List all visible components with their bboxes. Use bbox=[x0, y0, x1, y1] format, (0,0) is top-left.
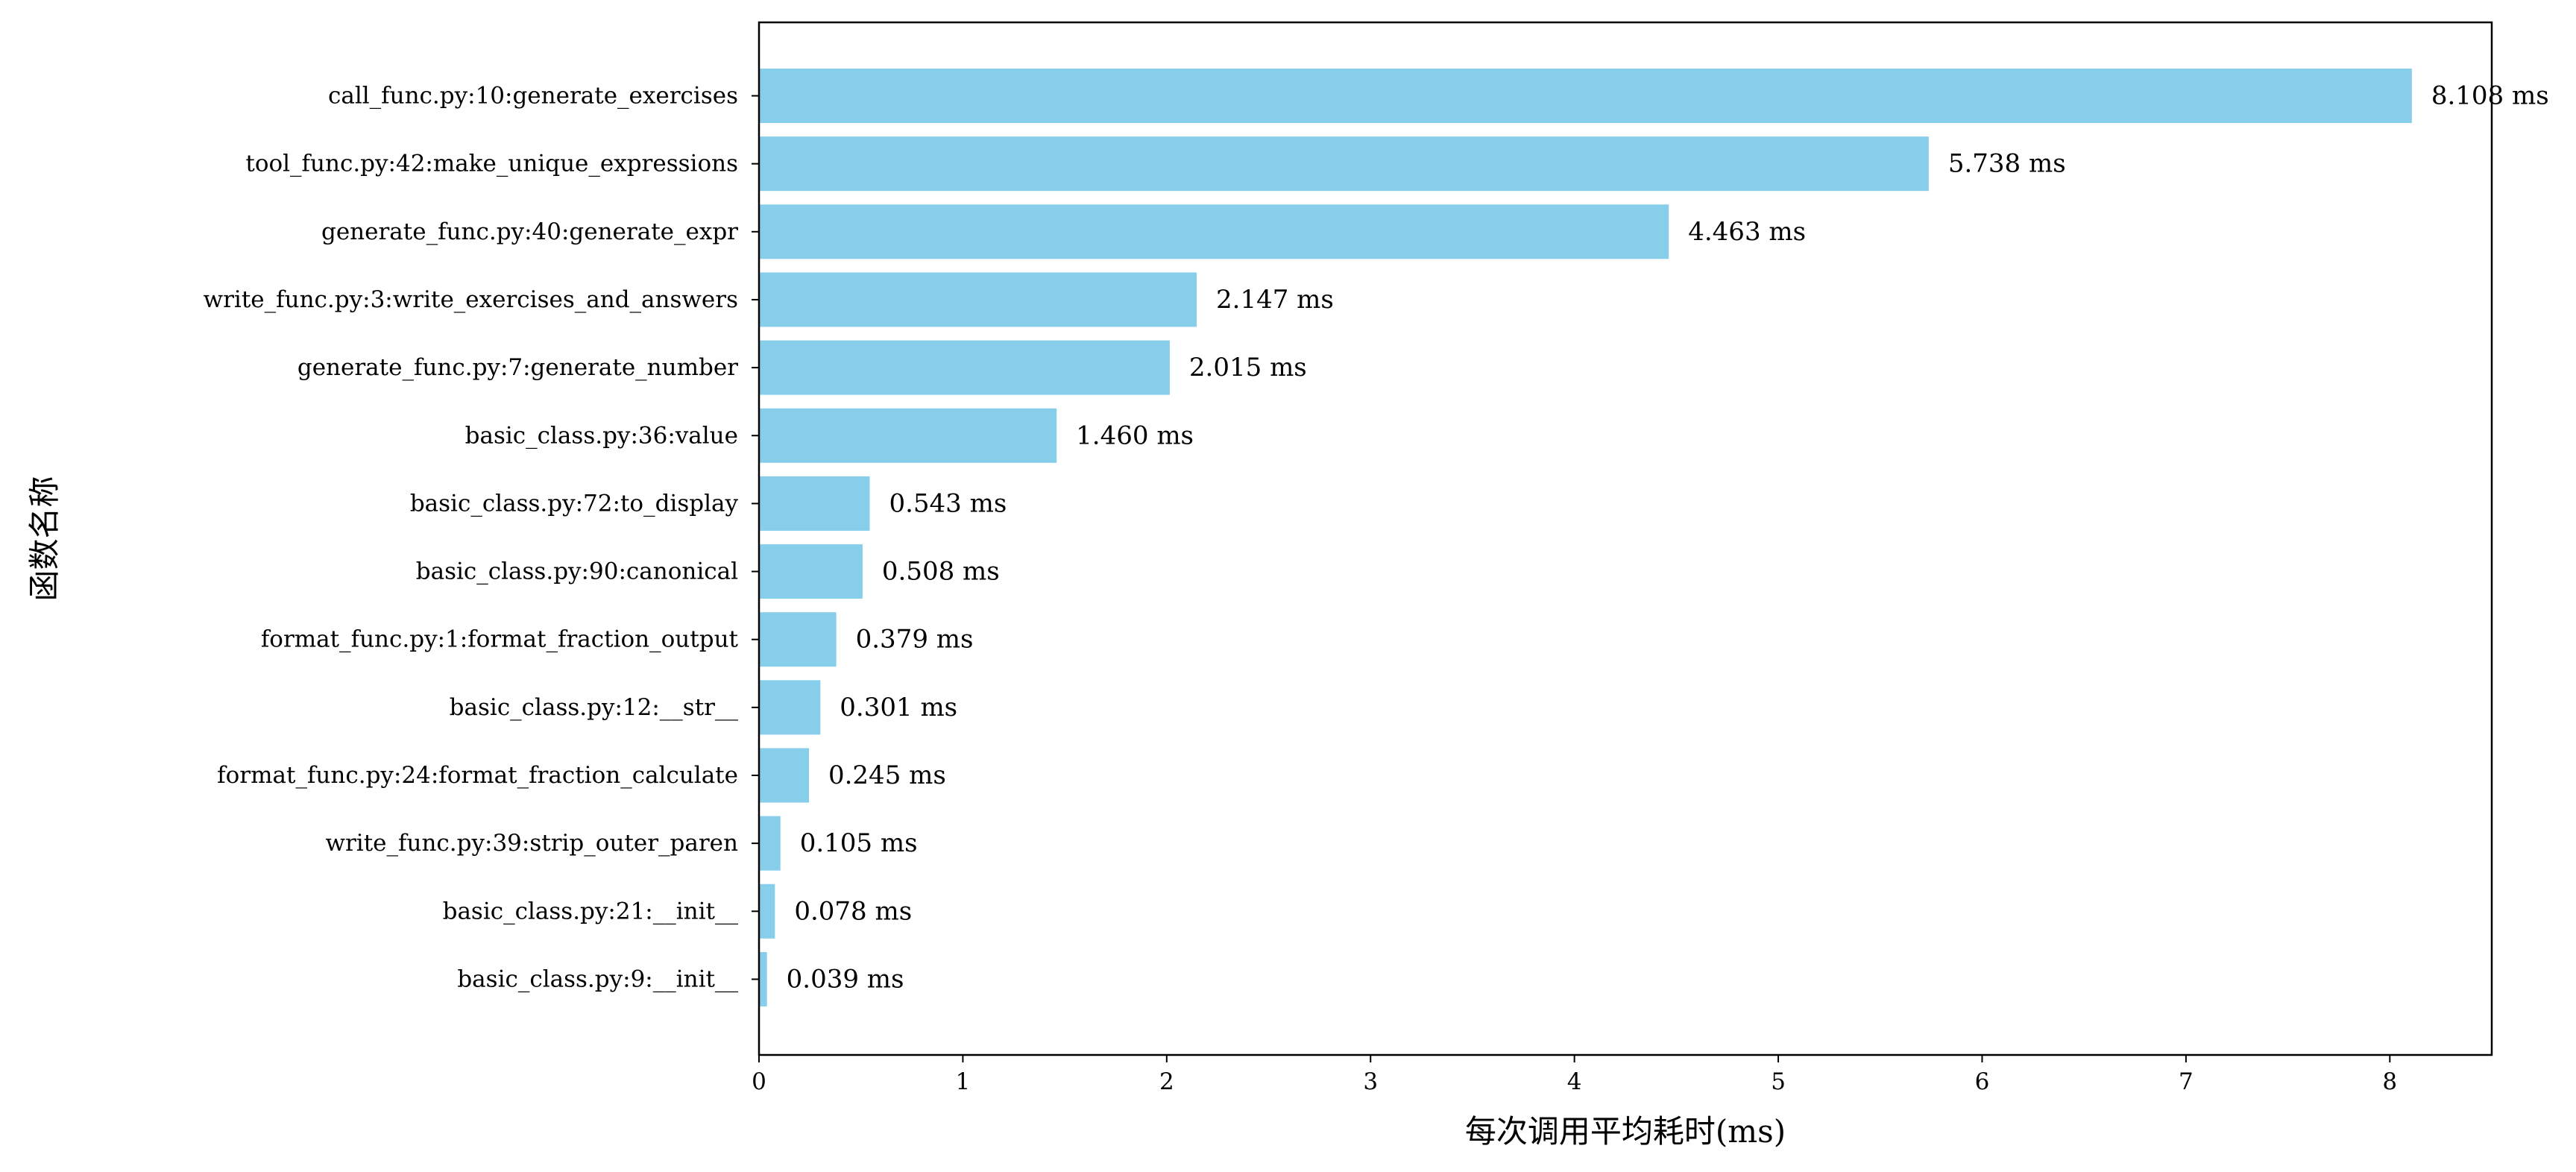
data-label: 0.508 ms bbox=[882, 557, 1000, 587]
data-label: 0.301 ms bbox=[840, 693, 957, 722]
y-tick-label: write_func.py:3:write_exercises_and_answ… bbox=[204, 286, 738, 313]
x-tick-label: 8 bbox=[2382, 1068, 2397, 1095]
y-tick-label: basic_class.py:36:value bbox=[465, 422, 738, 449]
data-label: 0.543 ms bbox=[889, 488, 1007, 518]
y-tick-label: basic_class.py:90:canonical bbox=[416, 558, 738, 585]
bar bbox=[759, 204, 1669, 259]
bar bbox=[759, 69, 2412, 123]
bar bbox=[759, 408, 1057, 463]
y-axis-title: 函数名称 bbox=[26, 476, 63, 601]
y-tick-label: format_func.py:24:format_fraction_calcul… bbox=[217, 762, 738, 789]
x-tick-label: 3 bbox=[1363, 1068, 1378, 1095]
data-label: 4.463 ms bbox=[1688, 217, 1806, 247]
x-tick-label: 2 bbox=[1159, 1068, 1174, 1095]
bar bbox=[759, 951, 767, 1006]
bar bbox=[759, 136, 1929, 192]
y-tick-label: generate_func.py:7:generate_number bbox=[297, 354, 738, 381]
bar bbox=[759, 748, 809, 803]
x-tick-label: 4 bbox=[1567, 1068, 1582, 1095]
y-tick-label: format_func.py:1:format_fraction_output bbox=[261, 626, 739, 653]
bar bbox=[759, 544, 863, 599]
bar bbox=[759, 476, 870, 531]
y-tick-label: basic_class.py:9:__init__ bbox=[457, 965, 738, 992]
x-tick-label: 0 bbox=[752, 1068, 766, 1095]
y-tick-label: write_func.py:39:strip_outer_paren bbox=[325, 830, 738, 857]
x-axis-title: 每次调用平均耗时(ms) bbox=[1465, 1113, 1786, 1150]
data-label: 0.379 ms bbox=[856, 625, 974, 655]
plot-frame bbox=[758, 21, 2493, 1056]
data-labels-group: 8.108 ms 5.738 ms 4.463 ms 2.147 ms 2.015 ms… bbox=[787, 81, 2549, 995]
bar bbox=[759, 272, 1197, 327]
x-tick-label: 7 bbox=[2179, 1068, 2194, 1095]
y-tick-label: generate_func.py:40:generate_expr bbox=[321, 218, 738, 245]
x-tick-label: 6 bbox=[1975, 1068, 1990, 1095]
data-label: 0.039 ms bbox=[787, 964, 904, 994]
y-tick-label: tool_func.py:42:make_unique_expressions bbox=[245, 151, 738, 177]
data-label: 5.738 ms bbox=[1948, 149, 2066, 179]
y-tick-label: basic_class.py:21:__init__ bbox=[443, 898, 739, 924]
y-tick-label: basic_class.py:12:__str__ bbox=[450, 694, 739, 721]
data-label: 0.245 ms bbox=[828, 760, 946, 790]
data-label: 8.108 ms bbox=[2431, 81, 2549, 111]
bars-group bbox=[759, 69, 2412, 1006]
y-tick-label: call_func.py:10:generate_exercises bbox=[328, 83, 738, 110]
bar bbox=[759, 680, 821, 735]
y-tick-label: basic_class.py:72:to_display bbox=[410, 490, 739, 517]
data-label: 1.460 ms bbox=[1076, 420, 1194, 450]
bar bbox=[759, 816, 781, 871]
x-tick-label: 1 bbox=[956, 1068, 971, 1095]
data-label: 2.015 ms bbox=[1189, 353, 1307, 382]
x-axis-ticks: 0 1 2 3 4 5 6 7 8 bbox=[752, 1055, 2397, 1095]
bar bbox=[759, 612, 837, 667]
data-label: 0.078 ms bbox=[794, 896, 912, 926]
bar bbox=[759, 340, 1170, 395]
data-label: 0.105 ms bbox=[800, 828, 918, 858]
bar bbox=[759, 883, 775, 939]
data-label: 2.147 ms bbox=[1216, 285, 1334, 315]
x-tick-label: 5 bbox=[1771, 1068, 1786, 1095]
y-axis-ticks: call_func.py:10:generate_exercises tool_f… bbox=[204, 83, 759, 992]
